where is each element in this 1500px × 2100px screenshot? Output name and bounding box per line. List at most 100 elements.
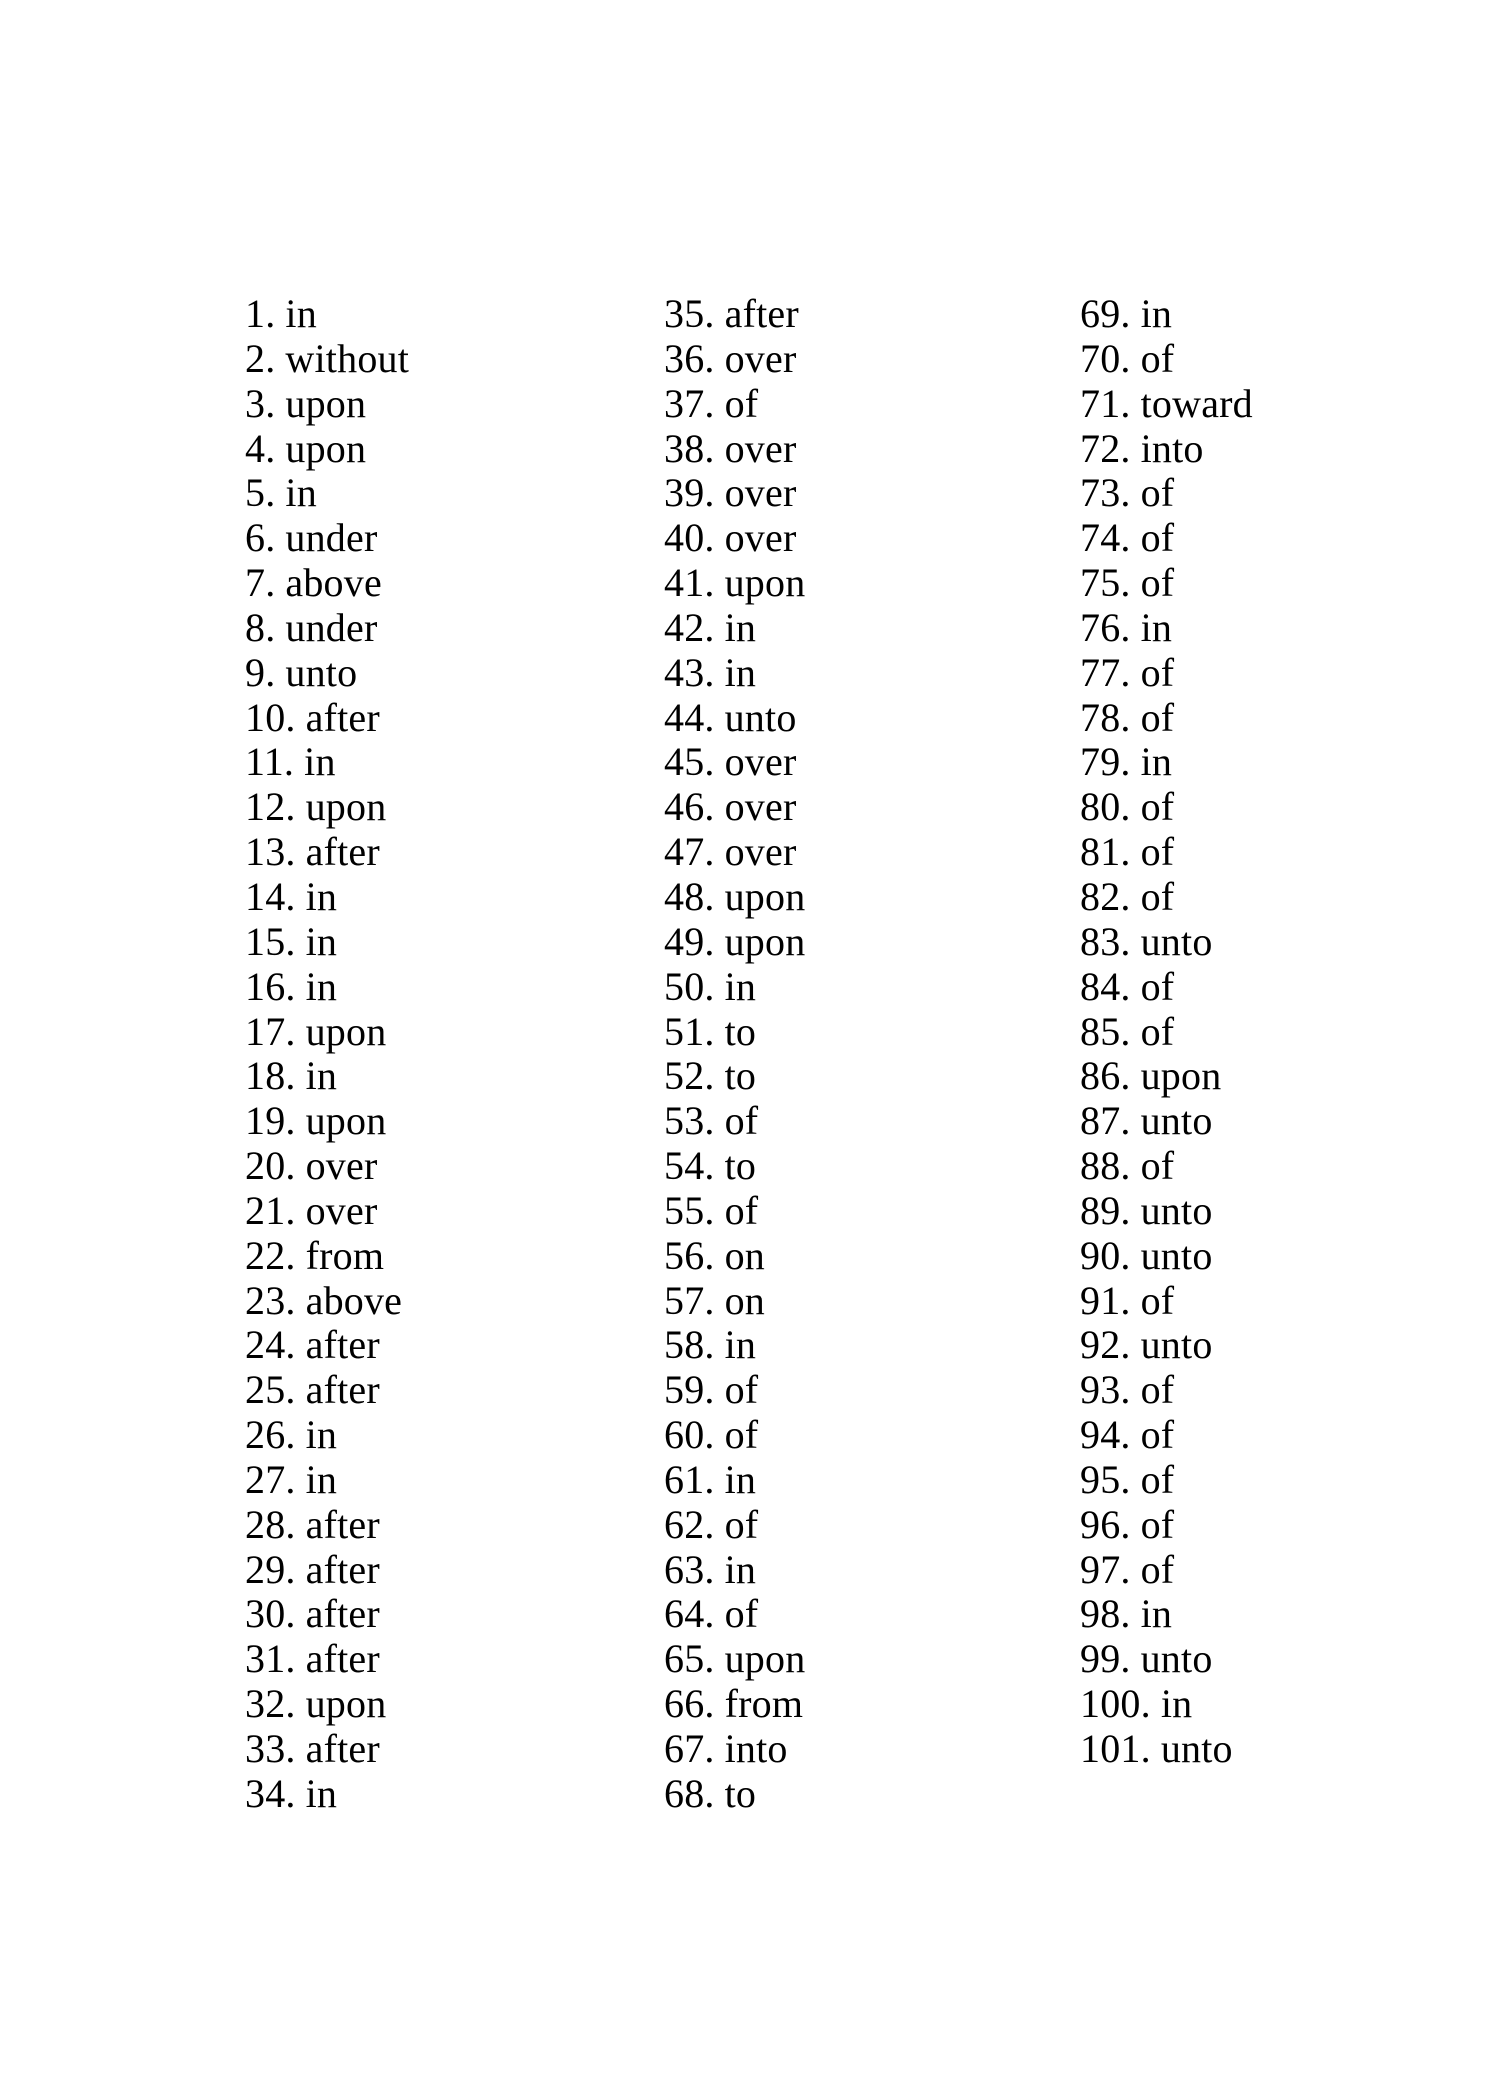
item-number: 18. [245,1053,296,1099]
item-word: over [724,470,797,516]
list-item: 64. of [664,1592,805,1637]
item-number: 51. [664,1008,715,1054]
item-word: unto [285,649,358,695]
item-number: 11. [245,739,295,785]
item-word: of [1140,560,1175,606]
list-item: 80. of [1080,784,1253,830]
list-item: 2. without [245,335,410,382]
item-number: 13. [245,829,296,875]
list-item: 60. of [664,1412,805,1458]
item-word: unto [724,694,797,740]
item-number: 60. [664,1412,715,1458]
item-word: without [285,335,410,381]
list-item: 31. after [245,1636,409,1682]
item-number: 85. [1080,1008,1131,1054]
list-item: 44. unto [664,694,805,741]
list-item: 77. of [1080,649,1253,696]
item-word: of [724,1591,759,1637]
list-item: 19. upon [245,1098,409,1144]
item-word: after [305,1322,380,1368]
item-word: after [305,1546,380,1592]
item-word: of [1140,470,1175,516]
item-number: 54. [664,1143,715,1189]
item-number: 22. [245,1232,296,1278]
list-item: 56. on [664,1233,805,1279]
item-number: 98. [1080,1591,1131,1637]
item-number: 100. [1080,1681,1151,1727]
item-number: 43. [664,649,715,695]
item-word: upon [305,1008,387,1054]
item-word: under [285,604,378,650]
item-number: 53. [664,1098,715,1144]
list-item: 6. under [245,515,409,561]
list-item: 14. in [245,874,409,920]
word-list-column-2: 35. after 36. over 37. of 38. over 39. over 4… [664,291,805,1817]
item-number: 81. [1080,829,1131,875]
item-number: 28. [245,1501,296,1547]
item-number: 93. [1080,1367,1131,1413]
item-word: of [1140,1412,1175,1458]
item-word: on [724,1277,766,1323]
list-item: 55. of [664,1188,805,1234]
item-number: 88. [1080,1143,1131,1189]
item-number: 92. [1080,1322,1131,1368]
item-number: 39. [664,470,715,516]
item-word: of [1140,829,1175,875]
item-word: of [1140,1143,1175,1189]
list-item: 81. of [1080,829,1253,875]
item-number: 5. [245,470,276,516]
item-word: in [305,963,338,1009]
list-item: 58. in [664,1322,805,1368]
list-item: 79. in [1080,740,1253,785]
list-item: 42. in [664,605,805,651]
item-number: 67. [664,1726,715,1771]
item-number: 32. [245,1681,296,1727]
item-word: from [305,1232,385,1278]
list-item: 75. of [1080,560,1253,606]
item-number: 27. [245,1456,296,1502]
item-word: unto [1140,1098,1213,1144]
item-word: after [305,694,380,740]
item-word: of [724,1098,759,1144]
list-item: 21. over [245,1187,409,1234]
list-item: 36. over [664,335,805,382]
list-item: 82. of [1080,874,1253,920]
item-number: 69. [1080,291,1131,336]
list-item: 28. after [245,1501,409,1548]
item-word: in [285,470,317,516]
item-word: of [1140,1277,1175,1323]
item-number: 48. [664,873,715,919]
item-number: 25. [245,1367,296,1413]
item-number: 47. [664,829,715,875]
list-item: 87. unto [1080,1098,1253,1144]
item-word: over [724,335,797,381]
item-number: 80. [1080,784,1131,830]
item-word: above [285,560,382,606]
list-item: 30. after [245,1592,409,1637]
list-item: 71. toward [1080,381,1253,427]
list-item: 17. upon [245,1008,409,1055]
item-number: 24. [245,1322,296,1368]
list-item: 59. of [664,1367,805,1413]
list-item: 57. on [664,1277,805,1324]
list-item: 3. upon [245,381,409,427]
item-word: of [724,1501,759,1547]
item-number: 4. [245,425,276,471]
item-word: in [305,1770,338,1816]
item-number: 44. [664,694,715,740]
item-number: 2. [245,335,276,381]
item-number: 66. [664,1681,715,1727]
item-number: 72. [1080,425,1131,471]
list-item: 4. upon [245,425,409,472]
item-word: of [1140,649,1175,695]
list-item: 26. in [245,1412,409,1458]
list-item: 11. in [245,740,409,785]
item-number: 41. [664,560,715,606]
item-word: after [305,1726,380,1771]
item-number: 58. [664,1322,715,1368]
item-word: over [724,515,797,561]
list-item: 41. upon [664,560,805,606]
list-item: 63. in [664,1547,805,1593]
item-word: over [305,1187,378,1233]
item-number: 9. [245,649,276,695]
